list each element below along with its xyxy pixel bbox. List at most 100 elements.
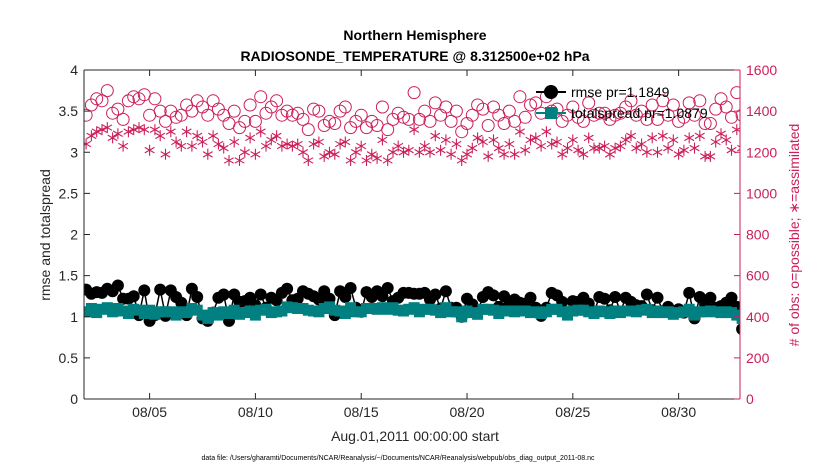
obs-assimilated-point — [165, 126, 176, 138]
obs-possible-point — [603, 112, 617, 126]
obs-possible-point — [328, 117, 342, 130]
obs-assimilated-point — [382, 155, 393, 166]
obs-assimilated-point — [657, 130, 668, 142]
obs-assimilated-point — [287, 140, 298, 152]
y-left-tick-label: 4 — [70, 62, 78, 78]
obs-assimilated-point — [86, 130, 97, 142]
y-right-tick-label: 0 — [746, 391, 754, 407]
y-left-tick-label: 1.5 — [59, 268, 79, 284]
obs-possible-point — [476, 102, 490, 116]
y-left-tick-label: 1 — [70, 309, 78, 325]
obs-assimilated-point — [239, 146, 250, 158]
chart-subtitle: RADIOSONDE_TEMPERATURE @ 8.312500e+02 hP… — [240, 48, 589, 64]
obs-possible-point — [624, 94, 638, 108]
obs-assimilated-point — [626, 130, 637, 142]
rmse-point — [439, 285, 452, 298]
obs-assimilated-point — [139, 124, 150, 136]
legend-label-rmse: rmse pr=1.1849 — [571, 84, 670, 100]
obs-possible-point — [677, 110, 691, 124]
obs-possible-point — [481, 119, 495, 132]
y-left-tick-label: 3 — [70, 144, 78, 160]
obs-possible-point — [270, 94, 284, 108]
totalspread-point — [456, 311, 468, 323]
obs-assimilated-point — [715, 128, 726, 140]
rmse-point — [217, 288, 230, 301]
obs-assimilated-point — [583, 132, 594, 144]
obs-assimilated-point — [684, 132, 695, 144]
obs-possible-point — [402, 112, 416, 126]
y-right-tick-label: 1400 — [746, 103, 777, 119]
obs-assimilated-point — [493, 142, 504, 154]
rmse-point — [138, 284, 151, 297]
obs-possible-point — [582, 96, 596, 110]
y-left-tick-label: 0.5 — [59, 350, 79, 366]
obs-assimilated-point — [419, 140, 430, 152]
obs-possible-point — [227, 104, 241, 118]
obs-possible-point — [688, 108, 701, 122]
y-right-tick-label: 200 — [746, 350, 770, 366]
obs-assimilated-point — [462, 148, 473, 160]
obs-assimilated-point — [663, 142, 674, 154]
obs-possible-point — [153, 104, 167, 118]
obs-assimilated-point — [271, 130, 282, 142]
obs-assimilated-point — [430, 130, 441, 142]
obs-assimilated-point — [340, 136, 351, 148]
obs-assimilated-point — [387, 146, 398, 158]
rmse-point — [524, 291, 537, 304]
obs-assimilated-series — [84, 122, 740, 166]
obs-assimilated-point — [446, 148, 457, 160]
obs-assimilated-point — [345, 155, 356, 166]
obs-assimilated-point — [678, 144, 689, 156]
obs-possible-point — [608, 108, 622, 122]
totalspread-point — [736, 312, 740, 324]
rmse-point — [127, 290, 140, 303]
obs-assimilated-point — [520, 144, 531, 156]
totalspread-point — [731, 309, 740, 321]
x-ticks: 08/05 08/10 08/15 08/20 08/25 08/30 — [132, 70, 696, 420]
obs-assimilated-point — [631, 142, 642, 154]
obs-possible-point — [735, 109, 740, 122]
rmse-point — [683, 286, 696, 299]
rmse-point — [651, 291, 664, 304]
obs-possible-point — [449, 104, 463, 118]
obs-possible-point — [513, 90, 527, 104]
obs-possible-point — [524, 98, 537, 112]
obs-assimilated-point — [266, 134, 277, 146]
rmse-point — [429, 288, 442, 301]
obs-assimilated-point — [213, 138, 224, 150]
obs-possible-point — [725, 110, 738, 124]
obs-assimilated-point — [319, 150, 330, 162]
obs-possible-point — [698, 117, 712, 130]
obs-assimilated-point — [276, 140, 287, 152]
obs-possible-point — [312, 104, 326, 118]
x-axis-label: Aug.01,2011 00:00:00 start — [331, 428, 499, 444]
rmse-point — [111, 279, 124, 292]
rmse-point — [344, 282, 357, 294]
obs-assimilated-point — [303, 155, 314, 166]
obs-assimilated-point — [192, 130, 203, 142]
y-right-tick-label: 800 — [746, 227, 770, 243]
obs-assimilated-point — [128, 124, 139, 136]
obs-assimilated-point — [250, 148, 261, 160]
totalspread-point — [683, 303, 695, 315]
obs-assimilated-point — [372, 152, 383, 164]
obs-assimilated-point — [292, 138, 303, 150]
obs-possible-point — [407, 86, 421, 100]
y-right-tick-label: 1000 — [746, 185, 777, 201]
obs-assimilated-point — [229, 136, 240, 148]
obs-possible-point — [592, 106, 606, 120]
obs-possible-point — [90, 92, 104, 106]
obs-possible-point — [661, 108, 675, 122]
obs-assimilated-point — [335, 138, 346, 150]
legend: rmse pr=1.1849 totalspread pr=1.0879 — [536, 84, 708, 121]
obs-possible-point — [730, 86, 740, 100]
obs-assimilated-point — [414, 146, 425, 158]
totalspread-point — [202, 312, 214, 324]
obs-assimilated-point — [477, 136, 488, 148]
obs-possible-point — [719, 100, 733, 114]
obs-assimilated-point — [573, 144, 584, 156]
rmse-point — [339, 291, 352, 303]
obs-assimilated-point — [171, 136, 182, 148]
x-tick-label: 08/15 — [344, 404, 379, 420]
obs-assimilated-point — [514, 126, 525, 138]
